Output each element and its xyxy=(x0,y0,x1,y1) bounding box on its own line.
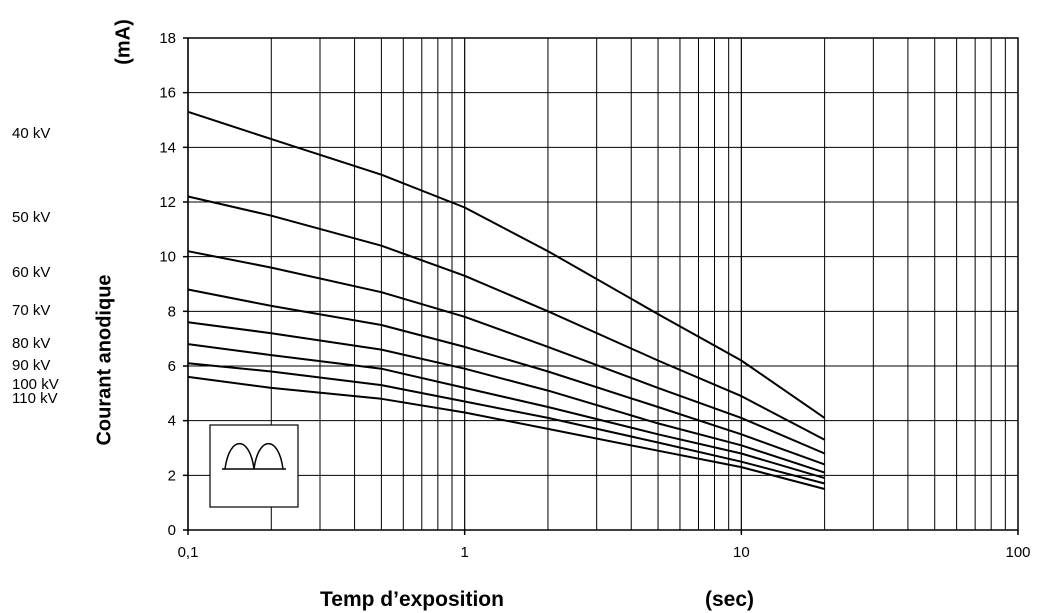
y-tick-label: 2 xyxy=(168,467,176,484)
series-label: 70 kV xyxy=(12,302,51,320)
grid-lines xyxy=(187,37,1018,531)
y-axis-unit: (mA) xyxy=(112,19,135,65)
series-line xyxy=(187,250,825,455)
y-tick-label: 10 xyxy=(159,249,176,266)
series-label: 40 kV xyxy=(12,124,51,142)
series-label: 90 kV xyxy=(12,357,51,374)
y-tick-label: 0 xyxy=(168,522,176,539)
y-tick-label: 16 xyxy=(159,85,176,102)
series-line xyxy=(187,195,826,441)
series-line xyxy=(187,321,825,474)
x-tick-label: 1 xyxy=(460,544,468,561)
y-tick-label: 6 xyxy=(168,358,176,375)
x-tick-label: 0,1 xyxy=(178,544,199,561)
series-label: 80 kV xyxy=(12,335,51,353)
y-tick-label: 18 xyxy=(159,30,176,47)
series-label: 110 kV xyxy=(12,389,58,407)
x-tick-label: 100 xyxy=(1005,544,1030,561)
series-label: 50 kV xyxy=(12,209,51,227)
series-line xyxy=(187,375,825,490)
plot-border xyxy=(187,37,1019,531)
y-tick-label: 4 xyxy=(168,413,176,430)
y-tick-label: 14 xyxy=(159,139,176,156)
series-label: 100 kV xyxy=(12,376,59,394)
y-tick-label: 8 xyxy=(168,303,176,320)
series-line xyxy=(187,110,826,419)
x-axis-unit: (sec) xyxy=(705,588,755,611)
y-tick-label: 12 xyxy=(159,194,176,211)
series-line xyxy=(187,343,825,480)
series-lines xyxy=(187,110,826,490)
x-axis-label: Temp d’exposition xyxy=(320,588,504,611)
x-tick-label: 10 xyxy=(733,544,750,561)
double-half-wave-icon xyxy=(209,424,299,508)
axis-ticks: 0 2 4 6 8 10 12 14 16 18 0,1 1 10 100 xyxy=(159,30,1030,561)
inset-wave xyxy=(224,442,284,470)
series-label: 60 kV xyxy=(12,264,51,282)
y-axis-label: Courant anodique xyxy=(93,274,116,446)
series-line xyxy=(187,288,825,466)
series-line xyxy=(187,362,825,485)
